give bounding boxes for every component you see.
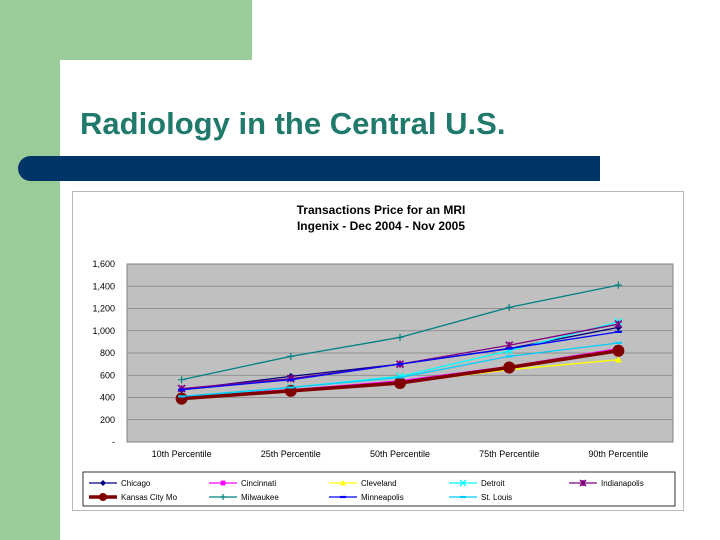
marker-plus [614,281,622,289]
y-tick-label: 1,000 [92,326,115,336]
x-tick-label: 25th Percentile [261,449,321,459]
legend-item: Kansas City Mo [89,493,178,502]
legend-item: Milwaukee [209,493,279,502]
marker-star [579,479,587,487]
series-st-louis [178,341,622,398]
series-milwaukee [178,281,622,384]
legend-label: Milwaukee [241,493,279,502]
y-tick-label: - [112,437,115,447]
chart-title-line1: Transactions Price for an MRI [297,203,466,217]
series-minneapolis [178,330,622,391]
legend-label: Chicago [121,479,151,488]
legend-label: Minneapolis [361,493,404,502]
marker-circle [99,493,107,501]
y-tick-label: 800 [100,348,115,358]
marker-plus [505,303,513,311]
legend-item: Minneapolis [329,493,404,502]
y-tick-label: 1,200 [92,304,115,314]
marker-star [286,374,295,383]
legend-item: Indianapolis [569,479,644,488]
legend-item: Detroit [449,479,505,488]
marker-x [459,479,467,487]
x-tick-label: 75th Percentile [479,449,539,459]
grid-lines [127,263,673,421]
marker-square [220,480,226,486]
marker-triangle [614,356,622,363]
y-axis-ticks: - 200 400 600 800 1,000 1,200 1,400 1,600 [92,259,115,447]
title-underline-bar [18,156,600,181]
y-tick-label: 400 [100,393,115,403]
y-tick-label: 200 [100,415,115,425]
marker-plus [287,352,295,360]
marker-circle [175,392,188,405]
legend-label: Indianapolis [601,479,644,488]
marker-star [614,320,623,329]
legend-label: Cincinnati [241,479,276,488]
x-tick-label: 90th Percentile [588,449,648,459]
marker-diamond [100,480,106,486]
legend-label: Kansas City Mo [121,493,178,502]
legend-item: Cincinnati [209,479,276,488]
y-tick-label: 1,400 [92,281,115,291]
series-lines [175,281,625,405]
legend-item: Cleveland [329,479,397,488]
chart-title-line2: Ingenix - Dec 2004 - Nov 2005 [297,219,465,233]
x-tick-label: 10th Percentile [152,449,212,459]
marker-plus [396,333,404,341]
marker-circle [612,344,625,357]
mri-price-chart: Transactions Price for an MRI Ingenix - … [82,203,676,507]
marker-circle [503,361,516,374]
y-tick-label: 1,600 [92,259,115,269]
y-tick-label: 600 [100,370,115,380]
marker-plus [220,494,226,500]
legend-label: Cleveland [361,479,397,488]
legend-item: St. Louis [449,493,512,502]
marker-plus [178,376,186,384]
marker-triangle [340,480,346,486]
marker-star [177,384,186,393]
green-side-stripe [0,0,60,540]
slide-title: Radiology in the Central U.S. [80,106,506,141]
legend: Chicago Cincinnati Cleveland Detroit Indiana… [89,479,644,502]
legend-item: Chicago [89,479,151,488]
legend-label: St. Louis [481,493,512,502]
x-tick-label: 50th Percentile [370,449,430,459]
legend-box [82,471,676,507]
x-axis-ticks: 10th Percentile 25th Percentile 50th Perce… [152,449,649,459]
chart-frame: Transactions Price for an MRI Ingenix - … [72,191,684,511]
legend-label: Detroit [481,479,505,488]
marker-circle [394,377,406,390]
